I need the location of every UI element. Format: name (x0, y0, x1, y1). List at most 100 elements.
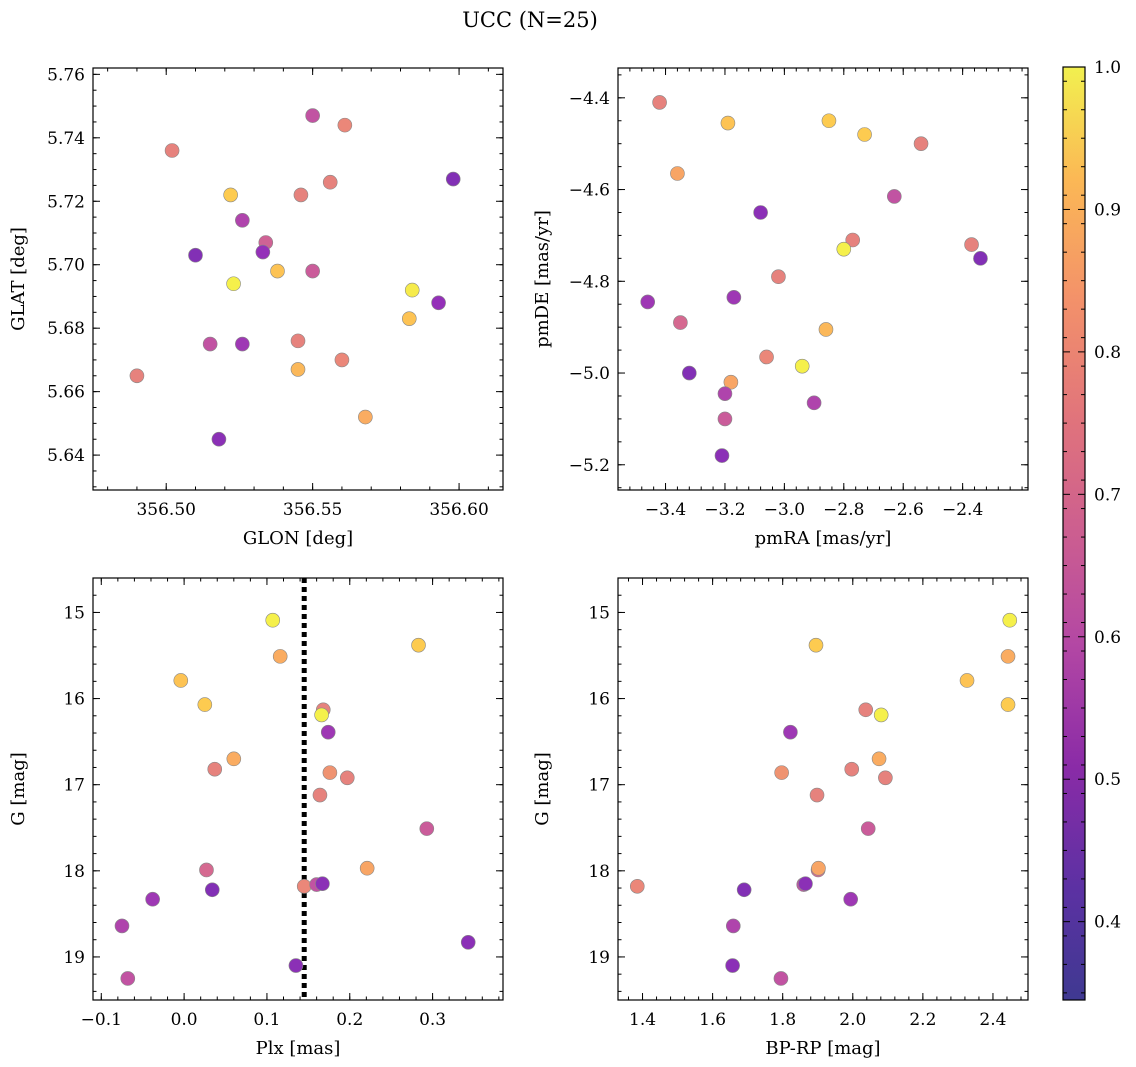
data-point (290, 333, 306, 349)
x-tick-label: −2.8 (823, 500, 864, 520)
data-point (1002, 612, 1018, 628)
y-tick-label: 16 (588, 690, 610, 710)
x-tick-label: 1.6 (699, 1010, 726, 1030)
y-tick-label: 15 (63, 603, 85, 623)
data-point (265, 612, 281, 628)
data-point (794, 358, 810, 374)
colorbar-gradient (1062, 66, 1086, 1001)
data-point (640, 294, 656, 310)
scatter-panel-2: −3.4 −3.2 −3.0 −2.8 −2.6 −2.4 −5.2 −5.0 −4.8 −4.6… (532, 67, 1029, 549)
x-tick-label: 2.4 (979, 1010, 1006, 1030)
y-axis-label: G [mag] (8, 752, 29, 825)
data-point (774, 765, 789, 780)
y-tick-label: −4.8 (569, 272, 610, 292)
data-point (235, 336, 250, 352)
y-tick-label: 5.64 (47, 446, 85, 466)
colorbar-tick-label: 0.7 (1094, 485, 1121, 505)
data-point (358, 409, 373, 425)
data-point (973, 251, 988, 266)
data-point (226, 751, 242, 767)
data-point (411, 637, 426, 653)
y-tick-label: 15 (588, 603, 610, 623)
y-tick-label: 18 (588, 862, 610, 882)
data-point (844, 761, 860, 777)
y-tick-label: 5.72 (47, 192, 85, 212)
data-point (1000, 649, 1016, 664)
data-point (857, 127, 872, 142)
data-point (773, 971, 789, 986)
data-point (173, 673, 189, 688)
y-tick-label: 5.68 (47, 319, 85, 339)
x-tick-label: −0.1 (81, 1010, 122, 1030)
data-point (843, 891, 858, 907)
data-point (759, 349, 774, 365)
data-point (305, 263, 320, 279)
data-point (120, 971, 136, 986)
x-tick-label: 1.8 (769, 1010, 796, 1030)
y-tick-label: −4.4 (569, 89, 610, 109)
data-point (725, 918, 741, 934)
data-point (836, 241, 852, 257)
y-tick-label: 16 (63, 690, 85, 710)
colorbar-tick-label: 0.8 (1094, 343, 1121, 363)
data-point (818, 322, 834, 337)
x-tick-label: −2.6 (883, 500, 924, 520)
colorbar-tick-label: 0.5 (1094, 770, 1121, 790)
data-point (211, 431, 227, 447)
x-tick-label: 2.2 (909, 1010, 936, 1030)
colorbar: 0.4 0.5 0.6 0.7 0.8 0.9 1.0 (1062, 58, 1121, 1001)
x-tick-label: 1.4 (629, 1010, 656, 1030)
data-point (270, 263, 285, 279)
data-point (783, 724, 798, 740)
data-point (809, 787, 825, 803)
figure-title: UCC (N=25) (462, 8, 598, 32)
data-point (312, 787, 328, 803)
data-point (714, 448, 730, 463)
data-point (255, 244, 271, 260)
data-point (682, 365, 697, 381)
x-axis-label: GLON [deg] (243, 528, 353, 549)
data-point (315, 876, 330, 892)
data-point (305, 108, 320, 123)
data-point (114, 918, 130, 934)
data-point (629, 879, 645, 894)
data-point (207, 761, 223, 777)
data-point (717, 411, 733, 427)
plot-frame (92, 67, 504, 491)
data-point (401, 311, 417, 326)
data-point (811, 860, 826, 876)
x-tick-label: 0.0 (171, 1010, 198, 1030)
data-point (404, 282, 420, 298)
plot-frame (617, 67, 1029, 491)
data-point (673, 315, 688, 330)
data-point (202, 336, 218, 352)
data-point (878, 770, 893, 786)
plot-frame (92, 577, 504, 1001)
x-tick-label: 356.55 (283, 500, 342, 520)
x-tick-label: 0.3 (419, 1010, 446, 1030)
data-point (199, 862, 214, 878)
x-tick-label: 356.60 (429, 500, 488, 520)
data-point (226, 276, 241, 292)
data-point (272, 649, 288, 664)
data-point (959, 673, 975, 688)
data-point (753, 205, 768, 220)
y-tick-label: 18 (63, 862, 85, 882)
data-point (337, 117, 353, 133)
data-point (320, 724, 336, 740)
y-tick-label: 5.70 (47, 256, 85, 276)
y-tick-label: −5.2 (569, 456, 610, 476)
y-tick-label: −4.6 (569, 181, 610, 201)
data-point (188, 247, 203, 263)
data-point (871, 751, 887, 767)
y-tick-label: 19 (63, 948, 85, 968)
colorbar-tick-label: 0.9 (1094, 200, 1121, 220)
data-point (873, 707, 889, 723)
data-point (314, 707, 329, 723)
data-point (964, 237, 979, 252)
colorbar-tick-label: 0.4 (1094, 913, 1121, 933)
x-tick-label: −3.2 (704, 500, 745, 520)
y-tick-label: 5.66 (47, 383, 85, 403)
data-point (293, 187, 309, 203)
